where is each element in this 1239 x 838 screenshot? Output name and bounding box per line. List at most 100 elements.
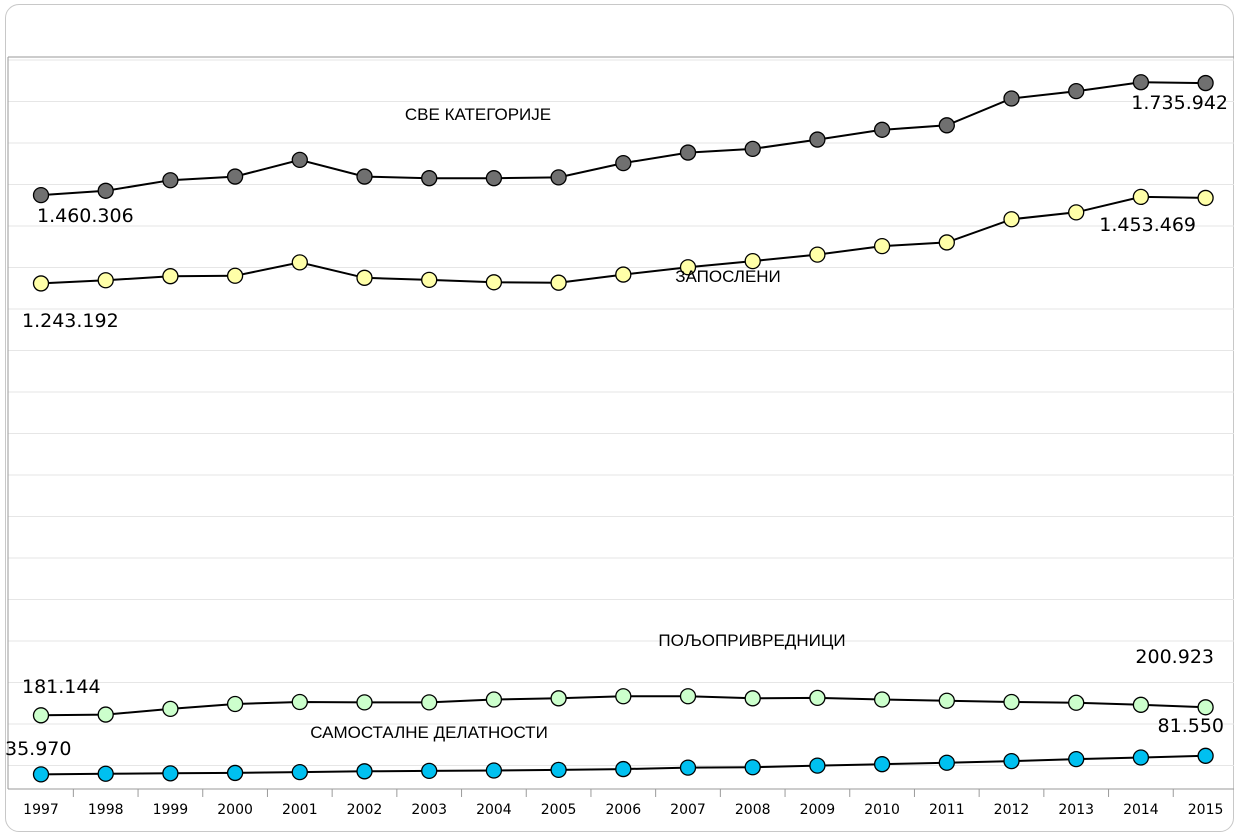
data-point: [744, 252, 761, 270]
data-point: [615, 760, 632, 778]
data-point: [291, 254, 308, 271]
data-point: [97, 272, 114, 289]
data-point: [938, 234, 955, 251]
data-point: [291, 693, 308, 711]
data-point: [485, 274, 503, 291]
data-point: [938, 754, 955, 771]
data-point: [873, 121, 891, 138]
x-tick-label: 2004: [476, 802, 512, 818]
data-point: [679, 759, 697, 776]
data-point: [1068, 83, 1085, 100]
x-tick-label: 1999: [153, 802, 189, 818]
data-point: [873, 691, 891, 708]
last-value-label: 1.453.469: [1099, 214, 1196, 236]
data-point: [97, 765, 114, 782]
data-point: [1068, 204, 1085, 221]
chart-frame: [5, 4, 1234, 832]
series-name-label: ПОЉОПРИВРЕДНИЦИ: [658, 631, 845, 650]
data-point: [356, 269, 373, 286]
last-value-label: 200.923: [1135, 646, 1214, 668]
data-point: [162, 268, 179, 285]
x-tick-label: 2013: [1058, 802, 1094, 818]
first-value-label: 1.460.306: [37, 205, 134, 227]
data-point: [679, 259, 697, 276]
data-point: [615, 266, 632, 283]
series-line-0: [40, 81, 1206, 197]
x-tick-label: 2008: [735, 802, 771, 818]
data-point: [1197, 699, 1214, 716]
data-point: [356, 694, 373, 711]
data-point: [162, 172, 179, 189]
data-point: [226, 764, 244, 782]
data-point: [938, 692, 955, 709]
data-point: [485, 762, 503, 779]
data-point: [1197, 189, 1214, 207]
data-point: [32, 186, 50, 204]
x-tick-label: 2003: [411, 802, 447, 818]
data-point: [938, 117, 955, 134]
x-tick-label: 2012: [994, 802, 1030, 818]
data-point: [421, 170, 438, 187]
last-value-label: 81.550: [1158, 715, 1224, 737]
data-point: [291, 151, 308, 169]
series-lines: [40, 81, 1206, 776]
data-point: [1003, 211, 1020, 228]
data-point: [356, 763, 373, 780]
series-name-label: СВЕ КАТЕГОРИЈЕ: [405, 105, 551, 124]
data-point: [679, 144, 697, 161]
gridlines: [7, 56, 1234, 789]
data-point: [873, 756, 891, 773]
data-point: [809, 757, 826, 774]
x-tick-label: 2000: [217, 802, 253, 818]
data-point: [744, 140, 761, 158]
x-tick-label: 2005: [541, 802, 577, 818]
x-tick-label: 2009: [800, 802, 836, 818]
data-point: [32, 275, 50, 292]
data-point: [421, 271, 438, 289]
data-point: [679, 688, 697, 705]
x-tick-label: 2007: [670, 802, 706, 818]
data-point: [226, 695, 244, 713]
data-point: [162, 700, 179, 718]
chart-labels: СВЕ КАТЕГОРИЈЕ ЗАПОСЛЕНИ ПОЉОПРИВРЕДНИЦИ СА…: [5, 92, 1228, 760]
first-value-label: 181.144: [22, 676, 101, 698]
data-point: [1132, 74, 1150, 91]
data-point: [291, 763, 308, 781]
data-point: [744, 690, 761, 707]
series-points: [32, 74, 1214, 783]
data-point: [744, 759, 761, 776]
data-point: [1197, 747, 1214, 764]
data-point: [97, 182, 114, 199]
x-tick-label: 2015: [1188, 802, 1224, 818]
data-point: [809, 131, 826, 148]
x-tick-label: 2001: [282, 802, 318, 818]
data-point: [226, 168, 244, 185]
data-point: [1132, 188, 1150, 206]
data-point: [873, 237, 891, 255]
data-point: [1132, 749, 1150, 766]
data-point: [615, 154, 632, 172]
data-point: [809, 246, 826, 263]
data-point: [97, 706, 114, 723]
data-point: [421, 762, 438, 780]
data-point: [421, 694, 438, 711]
x-axis: 1997 1998 1999 2000 2001 2002 2003 2004 2005 2006…: [8, 788, 1234, 818]
x-tick-label: 2006: [605, 802, 641, 818]
first-value-label: 35.970: [5, 738, 71, 760]
data-point: [1003, 693, 1020, 711]
data-point: [162, 765, 179, 782]
x-tick-label: 2010: [864, 802, 900, 818]
data-point: [356, 168, 373, 185]
data-point: [1197, 74, 1214, 92]
data-point: [809, 689, 826, 707]
data-point: [1068, 694, 1085, 711]
data-point: [226, 267, 244, 284]
data-point: [32, 707, 50, 724]
data-point: [550, 274, 567, 291]
data-point: [615, 688, 632, 705]
x-tick-label: 2002: [347, 802, 383, 818]
data-point: [485, 170, 503, 187]
x-tick-label: 2011: [929, 802, 965, 818]
x-tick-label: 1997: [23, 802, 59, 818]
